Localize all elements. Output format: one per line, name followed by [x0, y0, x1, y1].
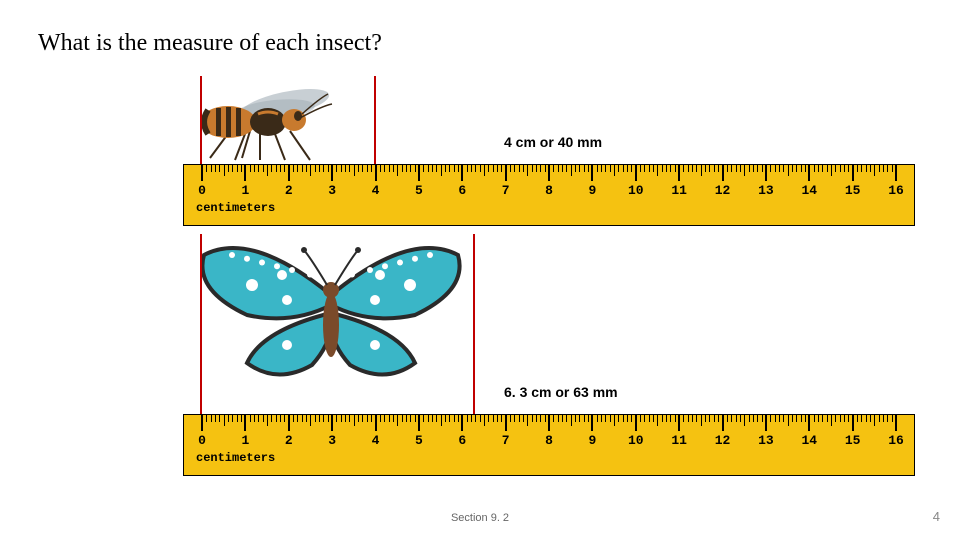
- ruler-2: 012345678910111213141516centimeters: [183, 414, 915, 476]
- measure-guide-end: [374, 76, 376, 164]
- ruler-1: 012345678910111213141516centimeters: [183, 164, 915, 226]
- wasp-measurement-label: 4 cm or 40 mm: [504, 134, 602, 150]
- measure-guide-start: [200, 76, 202, 164]
- wasp-illustration: [190, 76, 360, 162]
- page-title: What is the measure of each insect?: [38, 30, 382, 57]
- footer-page-number: 4: [933, 509, 940, 524]
- footer-section-label: Section 9. 2: [451, 512, 509, 524]
- butterfly-illustration: [192, 235, 470, 380]
- measure-guide-end: [473, 234, 475, 414]
- measure-guide-start: [200, 234, 202, 414]
- butterfly-measurement-label: 6. 3 cm or 63 mm: [504, 384, 618, 400]
